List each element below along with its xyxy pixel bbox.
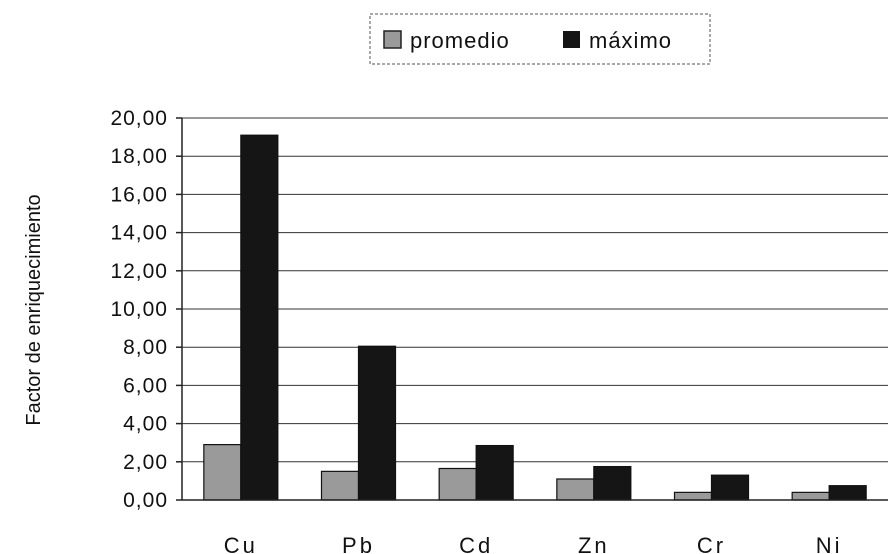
bar-promedio-ni [791,491,830,501]
legend-label-maximo: máximo [589,28,672,53]
bar-maximo-pb [357,345,397,501]
y-tick-label: 16,00 [110,183,168,206]
bar-maximo-cu [240,134,279,501]
legend: promedio máximo [369,13,711,65]
y-tick-label: 2,00 [123,451,168,474]
bar-maximo-cd [475,444,514,501]
x-tick-label: Cd [459,533,493,554]
bar-maximo-ni [828,485,867,501]
x-tick-label: Cu [224,533,258,554]
y-tick-label: 8,00 [123,336,168,359]
bar-maximo-zn [593,465,632,501]
legend-swatch-maximo [563,31,580,48]
y-tick-label: 0,00 [123,489,168,512]
y-tick-label: 18,00 [110,145,168,168]
y-tick-label: 4,00 [123,413,168,436]
x-tick-label: Cr [697,533,726,554]
legend-swatch-promedio [383,30,402,49]
x-tick-label: Zn [578,533,610,554]
x-tick-label: Pb [342,533,375,554]
legend-label-promedio: promedio [410,28,510,53]
y-tick-label: 6,00 [123,374,168,397]
bar-promedio-cr [673,491,713,501]
y-tick-label: 14,00 [110,222,168,245]
bar-promedio-pb [320,470,360,501]
bar-promedio-zn [556,478,595,501]
gridlines [182,117,888,463]
bars [203,134,867,501]
y-tick-label: 12,00 [110,260,168,283]
y-tick-label: 20,00 [110,107,168,130]
y-tick-label: 10,00 [110,298,168,321]
bar-promedio-cd [438,467,477,501]
x-tick-label: Ni [816,533,843,554]
y-axis: 0,00 2,00 4,00 6,00 8,00 10,00 12,00 14,00 16,00… [110,107,183,512]
bar-maximo-cr [710,474,750,501]
legend-box [369,13,711,65]
bar-promedio-cu [203,444,242,501]
y-axis-label: Factor de enriquecimiento [23,194,45,425]
x-axis: Cu Pb Cd Zn Cr Ni [182,499,888,554]
